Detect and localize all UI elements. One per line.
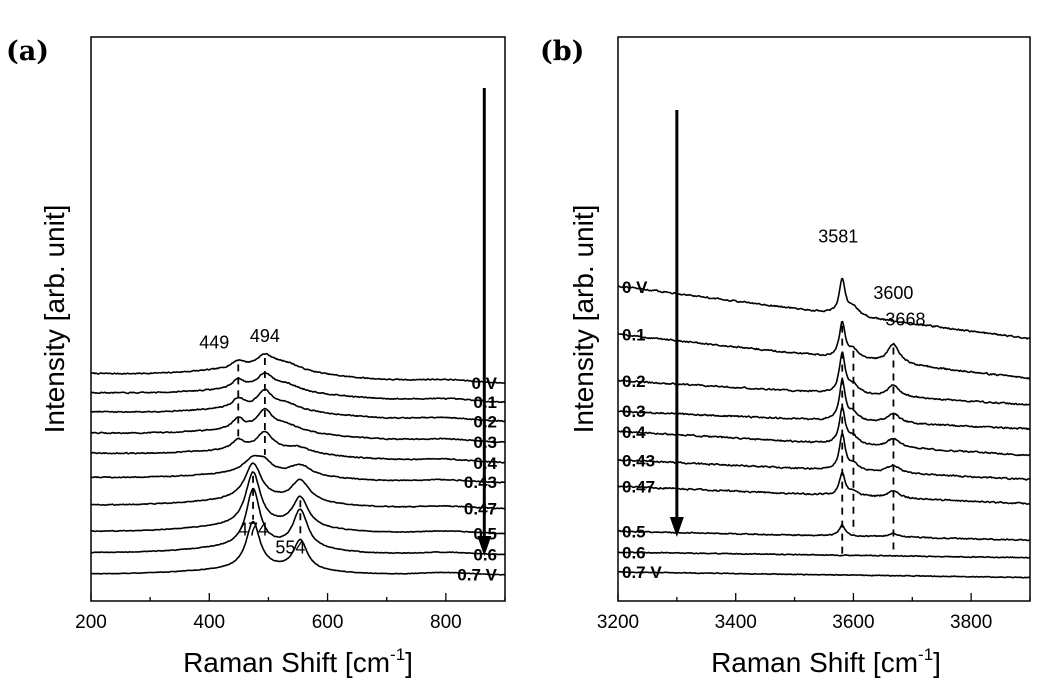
x-tick-label: 800	[430, 612, 462, 633]
series-label: 0.2	[622, 372, 646, 391]
x-tick-label: 3600	[832, 612, 874, 633]
series-line	[90, 388, 506, 423]
peak-label: 3600	[873, 283, 913, 303]
x-tick-label: 3400	[715, 612, 757, 633]
series-line	[617, 551, 1031, 559]
peak-label: 449	[199, 332, 229, 352]
peak-label: 494	[250, 326, 280, 346]
x-tick-label: 200	[75, 612, 107, 633]
series-label: 0.1	[622, 325, 646, 344]
series-label: 0.43	[622, 451, 655, 470]
series-label: 0.6	[473, 545, 497, 564]
series-line	[90, 520, 506, 576]
panel-b-frame	[617, 36, 1031, 602]
series-line	[90, 407, 505, 444]
series-line	[90, 352, 506, 384]
series-label: 0.43	[464, 473, 497, 492]
x-tick-label: 3800	[950, 612, 992, 633]
panel-a-y-axis-label: Intensity [arb. unit]	[39, 205, 70, 434]
x-tick-label: 600	[312, 612, 344, 633]
panel-a-x-axis-label-exp: -1	[390, 645, 405, 664]
panel-a-x-axis-label-unit: [cm	[345, 647, 390, 678]
arrow-head	[669, 517, 684, 537]
panel-a: (a) Intensity [arb. unit] Raman Shift [c…	[6, 36, 506, 678]
series-line	[617, 406, 1031, 457]
series-line	[617, 570, 1031, 579]
series-line	[90, 372, 506, 404]
series-line	[90, 462, 506, 510]
series-label: 0.7 V	[622, 563, 662, 582]
peak-label: 3581	[818, 227, 858, 247]
series-label: 0.5	[622, 523, 646, 542]
panel-b-x-axis-label-main: Raman Shift	[711, 647, 865, 678]
series-line	[617, 378, 1031, 431]
series-line	[617, 351, 1031, 406]
panel-b: (b) Intensity [arb. unit] Raman Shift [c…	[540, 36, 1031, 678]
series-line	[617, 432, 1031, 481]
panel-a-x-axis-label-main: Raman Shift	[183, 647, 337, 678]
panel-a-x-axis-label-close: ]	[405, 647, 413, 678]
series-label: 0.47	[622, 477, 655, 496]
series-label: 0.4	[622, 423, 646, 442]
series-line	[90, 471, 506, 535]
series-line	[617, 523, 1031, 542]
panel-b-x-axis-label-gap	[865, 647, 873, 678]
panel-a-frame	[90, 36, 506, 602]
panel-b-label: (b)	[540, 36, 584, 67]
x-tick-label: 400	[193, 612, 225, 633]
series-label: 0.6	[622, 544, 646, 563]
x-tick-label: 3200	[597, 612, 639, 633]
peak-label: 474	[238, 520, 268, 540]
panel-b-y-axis-label: Intensity [arb. unit]	[568, 205, 599, 434]
series-label: 0.7 V	[457, 566, 497, 585]
peak-label: 3668	[885, 310, 925, 330]
peak-label: 554	[275, 537, 305, 557]
arrow-head	[477, 536, 492, 556]
series-label: 0.47	[464, 500, 497, 519]
series-line	[617, 471, 1031, 505]
series-line	[617, 320, 1031, 380]
panel-b-x-axis-label-close: ]	[933, 647, 941, 678]
series-line	[617, 277, 1031, 340]
series-line	[90, 430, 506, 464]
panel-a-x-axis-label: Raman Shift [cm-1]	[183, 645, 413, 678]
series-line	[90, 454, 506, 484]
panel-a-x-axis-label-gap	[337, 647, 345, 678]
panel-b-x-axis-label-unit: [cm	[873, 647, 918, 678]
panel-b-x-axis-label: Raman Shift [cm-1]	[711, 645, 941, 678]
series-line	[90, 487, 506, 556]
series-label: 0 V	[622, 278, 648, 297]
panel-a-label: (a)	[6, 36, 49, 67]
panel-b-x-axis-label-exp: -1	[918, 645, 933, 664]
series-label: 0.3	[622, 402, 646, 421]
